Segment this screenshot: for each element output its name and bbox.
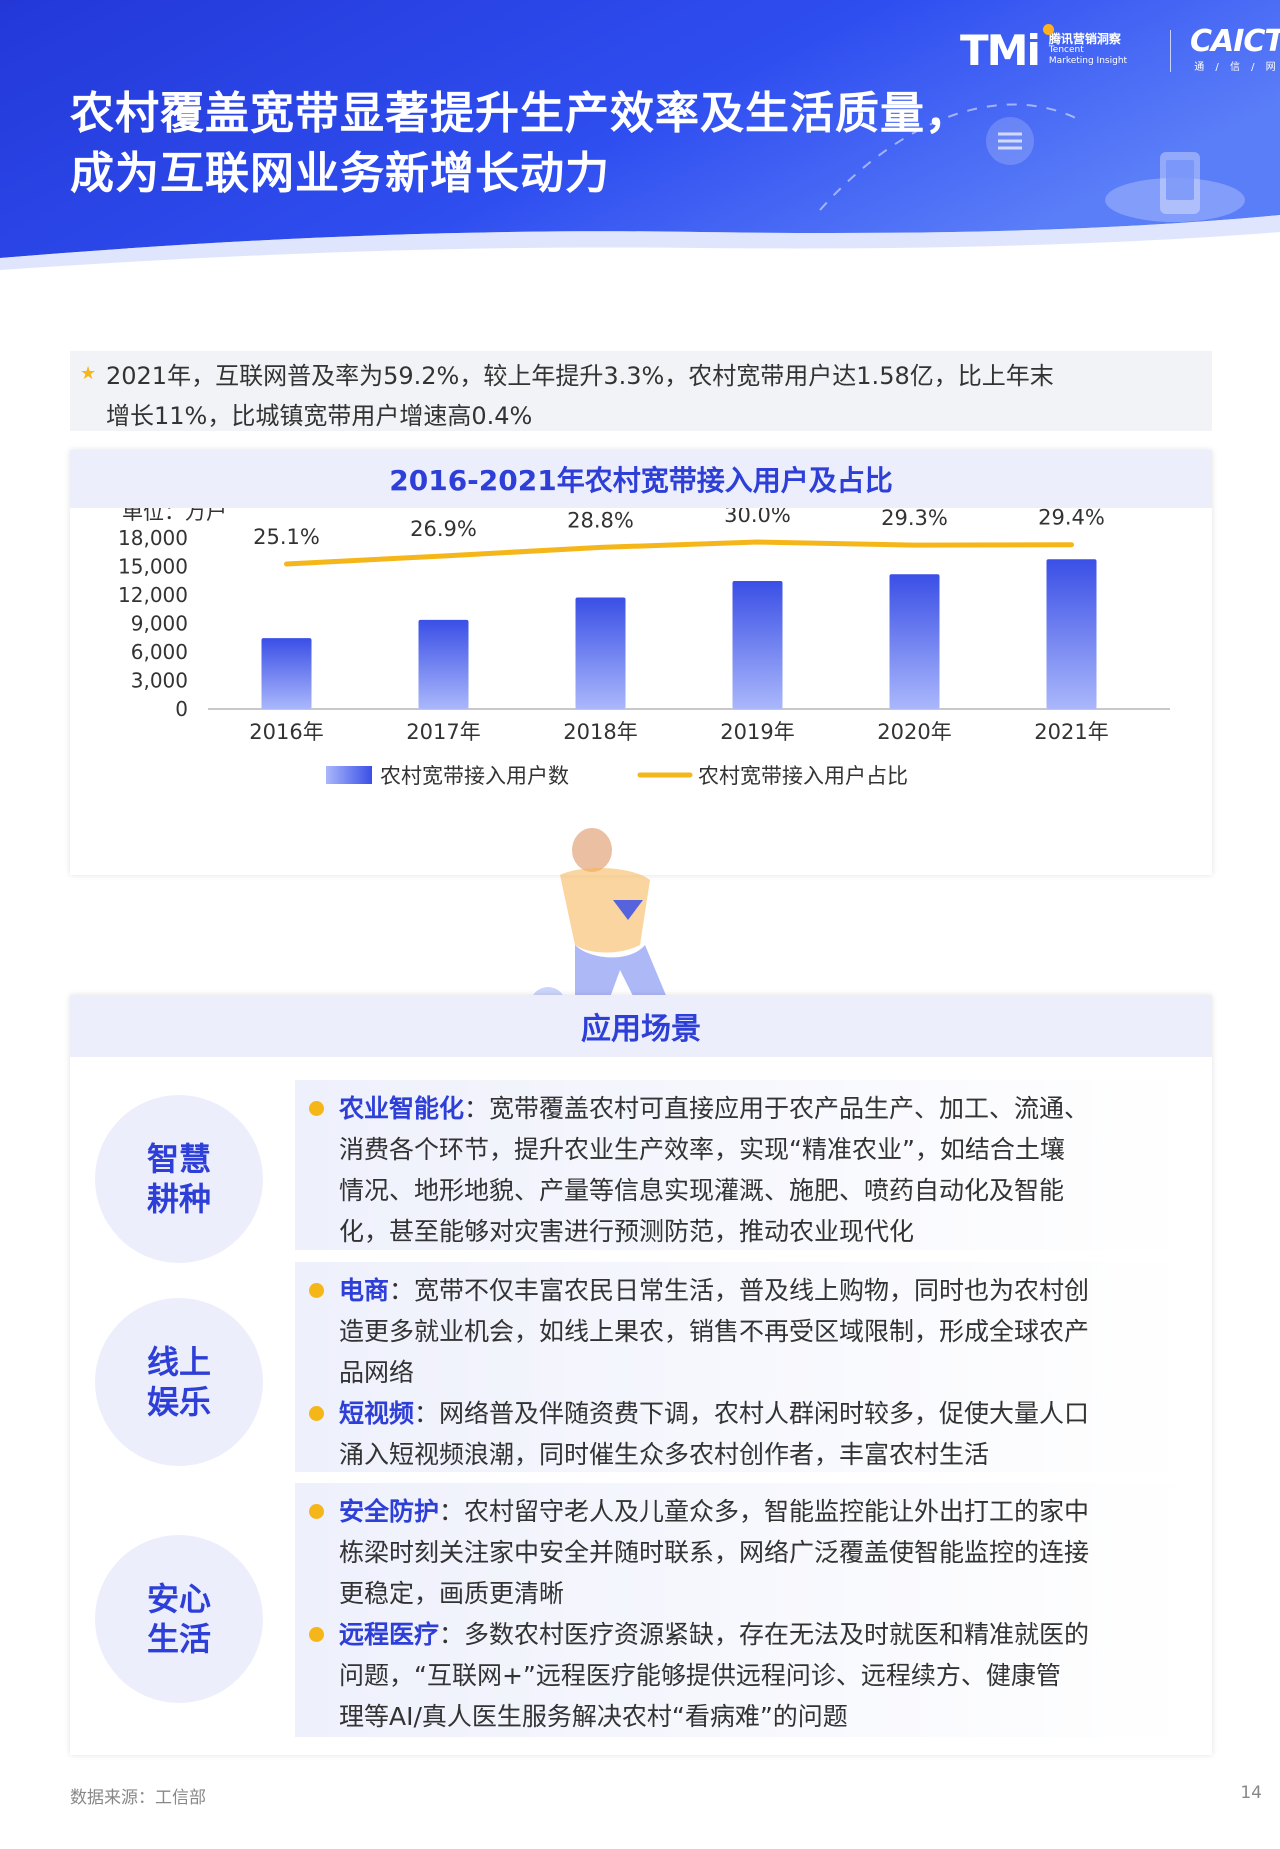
item-text: 造更多就业机会，如线上果农，销售不再受区域限制，形成全球农产 — [339, 1317, 1090, 1346]
data-source: 数据来源：工信部 — [70, 1788, 206, 1808]
share-data-label: 26.9% — [410, 517, 477, 541]
chart-card: 2016-2021年农村宽带接入用户及占比 单位：万户 18,000 15,000 1… — [70, 450, 1212, 875]
x-tick-label: 2017年 — [406, 720, 480, 744]
scenario-label-line2: 生活 — [146, 1620, 211, 1658]
tmi-logo-en1: Tencent — [1048, 44, 1084, 55]
note-line2: 增长11%，比城镇宽带用户增速高0.4% — [106, 402, 533, 430]
scenario-label-line1: 智慧 — [146, 1140, 211, 1178]
star-icon: ★ — [80, 363, 97, 384]
scenario-item: 安全防护：农村留守老人及儿童众多，智能监控能让外出打工的家中 栋梁时刻关注家中安… — [309, 1491, 1181, 1614]
y-tick-label: 12,000 — [118, 583, 188, 607]
bar-2020年 — [889, 574, 940, 709]
bar-2019年 — [732, 580, 783, 709]
y-tick-label: 9,000 — [131, 612, 188, 636]
unit-label: 单位：万户 — [122, 508, 227, 524]
y-tick-label: 6,000 — [131, 640, 188, 664]
y-tick-label: 15,000 — [118, 555, 188, 579]
bullet-dot — [309, 1283, 324, 1298]
bar-2017年 — [418, 619, 469, 709]
scenario-title: 应用场景 — [581, 1012, 701, 1047]
bullet-dot — [309, 1504, 324, 1519]
bullet-dot — [309, 1406, 324, 1421]
item-text: 品网络 — [339, 1358, 415, 1387]
x-tick-label: 2018年 — [563, 720, 637, 744]
scenario-header: 应用场景 — [70, 995, 1212, 1057]
share-line — [284, 539, 1074, 567]
bar-2021年 — [1046, 559, 1097, 709]
item-text: 涌入短视频浪潮，同时催生众多农村创作者，丰富农村生活 — [339, 1440, 990, 1469]
x-tick-label: 2020年 — [877, 720, 951, 744]
x-tick-label: 2021年 — [1034, 720, 1108, 744]
item-text: 更稳定，画质更清晰 — [339, 1579, 565, 1608]
scenario-panel-safe-living: 安全防护：农村留守老人及儿童众多，智能监控能让外出打工的家中 栋梁时刻关注家中安… — [295, 1483, 1195, 1737]
item-keyword: 农业智能化 — [339, 1094, 465, 1123]
item-text: 化，甚至能够对灾害进行预测防范，推动农业现代化 — [339, 1217, 915, 1246]
y-tick-label: 3,000 — [131, 669, 188, 693]
scenario-item: 农业智能化：宽带覆盖农村可直接应用于农产品生产、加工、流通、 消费各个环节，提升… — [309, 1088, 1181, 1252]
tmi-logo-en2: Marketing Insight — [1048, 55, 1128, 66]
logo-divider — [1170, 30, 1171, 72]
scenario-label-line2: 耕种 — [146, 1180, 211, 1218]
share-data-label: 25.1% — [253, 525, 320, 549]
x-tick-label: 2016年 — [249, 720, 323, 744]
item-keyword: 电商 — [339, 1276, 390, 1305]
page-number: 14 — [1240, 1783, 1262, 1803]
item-text: ：多数农村医疗资源紧缺，存在无法及时就医和精准就医的 — [439, 1620, 1090, 1649]
item-text: ：宽带不仅丰富农民日常生活，普及线上购物，同时也为农村创 — [389, 1276, 1090, 1305]
header-background — [0, 0, 1280, 270]
item-text: ：网络普及伴随资费下调，农村人群闲时较多，促使大量人口 — [414, 1399, 1090, 1428]
header-banner: 农村覆盖宽带显著提升生产效率及生活质量， 成为互联网业务新增长动力 TMi 腾讯… — [0, 0, 1280, 275]
scenario-item: 电商：宽带不仅丰富农民日常生活，普及线上购物，同时也为农村创 造更多就业机会，如… — [309, 1270, 1181, 1393]
bullet-dot — [309, 1627, 324, 1642]
scenario-item: 短视频：网络普及伴随资费下调，农村人群闲时较多，促使大量人口 涌入短视频浪潮，同… — [309, 1393, 1181, 1475]
highlight-note: ★ 2021年，互联网普及率为59.2%，较上年提升3.3%，农村宽带用户达1.… — [70, 351, 1212, 431]
note-line1: 2021年，互联网普及率为59.2%，较上年提升3.3%，农村宽带用户达1.58… — [106, 362, 1054, 390]
item-text: 理等AI/真人医生服务解决农村“看病难”的问题 — [339, 1702, 848, 1731]
scenario-label-line2: 娱乐 — [146, 1383, 211, 1421]
share-data-label: 29.4% — [1038, 508, 1105, 530]
legend-bar-label: 农村宽带接入用户数 — [380, 764, 569, 788]
bar-line-chart: 单位：万户 18,000 15,000 12,000 9,000 6,000 3,000 0 2… — [118, 508, 1170, 788]
scenario-label-line1: 安心 — [146, 1580, 211, 1618]
scenario-card: 应用场景 智慧 耕种 农业智能化：宽带覆盖农村可直接应用于农产品生产、加工、流通… — [70, 995, 1212, 1755]
caict-logo-cn: 通 / 信 / 网 — [1194, 62, 1280, 73]
tmi-logo-dot — [1043, 24, 1054, 35]
item-text: 栋梁时刻关注家中安全并随时联系，网络广泛覆盖使智能监控的连接 — [339, 1538, 1090, 1567]
item-text: ：农村留守老人及儿童众多，智能监控能让外出打工的家中 — [439, 1497, 1090, 1526]
item-keyword: 安全防护 — [339, 1497, 440, 1526]
scenario-item: 远程医疗：多数农村医疗资源紧缺，存在无法及时就医和精准就医的 问题，“互联网+”… — [309, 1614, 1181, 1737]
item-keyword: 远程医疗 — [339, 1620, 440, 1649]
legend-bar-swatch — [326, 766, 372, 784]
bullet-dot — [309, 1101, 324, 1116]
legend-line-label: 农村宽带接入用户占比 — [698, 764, 908, 788]
page-title-line1: 农村覆盖宽带显著提升生产效率及生活质量， — [70, 88, 970, 139]
item-text: ：宽带覆盖农村可直接应用于农产品生产、加工、流通、 — [464, 1094, 1090, 1123]
share-data-label: 30.0% — [724, 508, 791, 527]
scenario-panel-online-entertainment: 电商：宽带不仅丰富农民日常生活，普及线上购物，同时也为农村创 造更多就业机会，如… — [295, 1262, 1195, 1472]
caict-logo-mark: CAICT — [1190, 24, 1280, 59]
caict-logo: CAICT 通 / 信 / 网 — [1190, 24, 1280, 74]
tmi-logo-cn: 腾讯营销洞察 — [1048, 31, 1121, 46]
share-data-label: 29.3% — [881, 508, 948, 530]
item-text: 消费各个环节，提升农业生产效率，实现“精准农业”，如结合土壤 — [339, 1135, 1065, 1164]
tmi-logo: TMi 腾讯营销洞察 Tencent Marketing Insight — [960, 24, 1128, 75]
item-text: 问题，“互联网+”远程医疗能够提供远程问诊、远程续方、健康管 — [339, 1661, 1061, 1690]
scenario-label-line1: 线上 — [146, 1343, 211, 1381]
x-tick-label: 2019年 — [720, 720, 794, 744]
chart-header: 2016-2021年农村宽带接入用户及占比 — [70, 450, 1212, 508]
page-title-line2: 成为互联网业务新增长动力 — [70, 148, 610, 199]
bar-2016年 — [261, 638, 312, 709]
share-data-label: 28.8% — [567, 508, 634, 532]
bar-2018年 — [575, 597, 626, 709]
scenario-label-smart-farming: 智慧 耕种 — [95, 1095, 263, 1263]
y-tick-label: 0 — [175, 697, 188, 721]
scenario-panel-smart-farming: 农业智能化：宽带覆盖农村可直接应用于农产品生产、加工、流通、 消费各个环节，提升… — [295, 1080, 1195, 1250]
item-text: 情况、地形地貌、产量等信息实现灌溉、施肥、喷药自动化及智能 — [339, 1176, 1065, 1205]
item-keyword: 短视频 — [339, 1399, 415, 1428]
y-tick-label: 18,000 — [118, 526, 188, 550]
scenario-label-safe-living: 安心 生活 — [95, 1535, 263, 1703]
tmi-logo-mark: TMi — [960, 25, 1041, 75]
chart-title: 2016-2021年农村宽带接入用户及占比 — [389, 464, 893, 497]
scenario-label-online-entertainment: 线上 娱乐 — [95, 1298, 263, 1466]
